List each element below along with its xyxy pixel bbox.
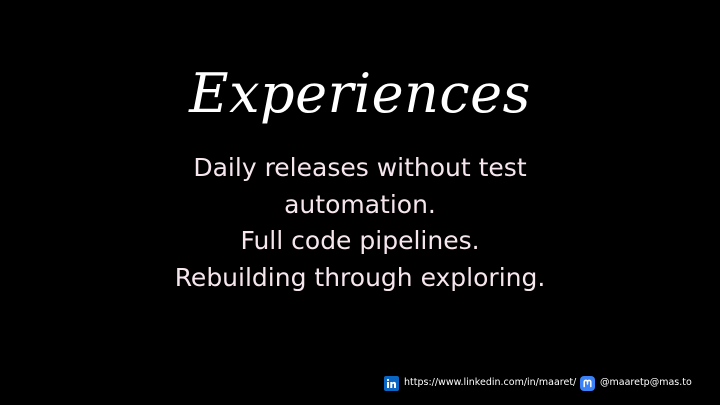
body-line: Daily releases without test: [193, 153, 527, 182]
mastodon-icon: [580, 375, 595, 391]
linkedin-link[interactable]: https://www.linkedin.com/in/maaret/: [384, 375, 576, 391]
slide-body: Daily releases without test automation. …: [0, 150, 720, 296]
mastodon-link[interactable]: @maaretp@mas.to: [580, 375, 692, 391]
linkedin-icon: [384, 375, 399, 391]
linkedin-url: https://www.linkedin.com/in/maaret/: [404, 377, 577, 388]
slide-title: Experiences: [189, 62, 531, 125]
body-line: Full code pipelines.: [240, 226, 480, 255]
body-line: Rebuilding through exploring.: [174, 262, 546, 292]
mastodon-handle: @maaretp@mas.to: [600, 377, 692, 388]
body-line: automation.: [284, 189, 436, 219]
